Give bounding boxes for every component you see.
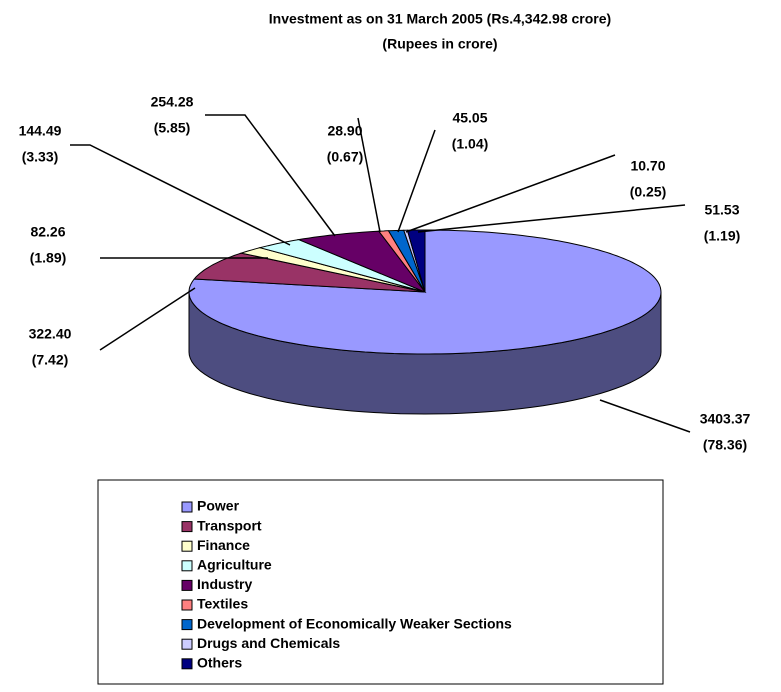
leader-line [417, 204, 686, 233]
legend-label: Industry [197, 576, 252, 592]
leader-line [599, 399, 691, 433]
leader-line [205, 114, 336, 237]
legend-label: Finance [197, 537, 250, 553]
legend-swatch [181, 540, 193, 552]
data-label: 82.26 [30, 224, 65, 240]
percent-label: (0.25) [630, 184, 667, 200]
percent-label: (78.36) [703, 437, 747, 453]
data-label: 144.49 [19, 123, 62, 139]
legend-label: Power [197, 498, 240, 514]
legend-swatch [181, 619, 193, 631]
legend-swatch [181, 599, 193, 611]
legend-swatch [181, 560, 193, 572]
data-label: 3403.37 [700, 411, 751, 427]
legend-swatch [181, 638, 193, 650]
chart-subtitle: (Rupees in crore) [382, 36, 497, 52]
legend-swatch [181, 579, 193, 591]
data-label: 322.40 [29, 326, 72, 342]
legend-label: Others [197, 655, 242, 671]
legend-swatch [181, 521, 193, 533]
percent-label: (1.19) [704, 228, 741, 244]
legend-label: Development of Economically Weaker Secti… [197, 615, 512, 631]
legend-label: Textiles [197, 596, 248, 612]
percent-label: (3.33) [22, 149, 59, 165]
leader-line [70, 144, 291, 246]
data-label: 10.70 [630, 158, 665, 174]
percent-label: (7.42) [32, 352, 69, 368]
percent-label: (1.04) [452, 136, 489, 152]
percent-label: (5.85) [154, 120, 191, 136]
legend-swatch [181, 501, 193, 513]
pie-slice [296, 230, 427, 294]
leader-line [99, 287, 196, 351]
data-label: 51.53 [704, 202, 739, 218]
legend-swatch [181, 658, 193, 670]
percent-label: (0.67) [327, 149, 364, 165]
legend-label: Agriculture [197, 557, 272, 573]
data-label: 28.90 [327, 123, 362, 139]
leader-line [357, 117, 381, 233]
data-label: 45.05 [452, 110, 487, 126]
leader-line [405, 154, 616, 233]
chart-title: Investment as on 31 March 2005 (Rs.4,342… [269, 11, 611, 27]
pie-slice [406, 229, 426, 293]
data-label: 254.28 [151, 94, 194, 110]
percent-label: (1.89) [30, 250, 67, 266]
legend-label: Transport [197, 517, 262, 533]
legend-label: Drugs and Chemicals [197, 635, 340, 651]
leader-line [397, 129, 436, 233]
pie-slice [193, 252, 426, 293]
pie-slice [258, 239, 426, 293]
